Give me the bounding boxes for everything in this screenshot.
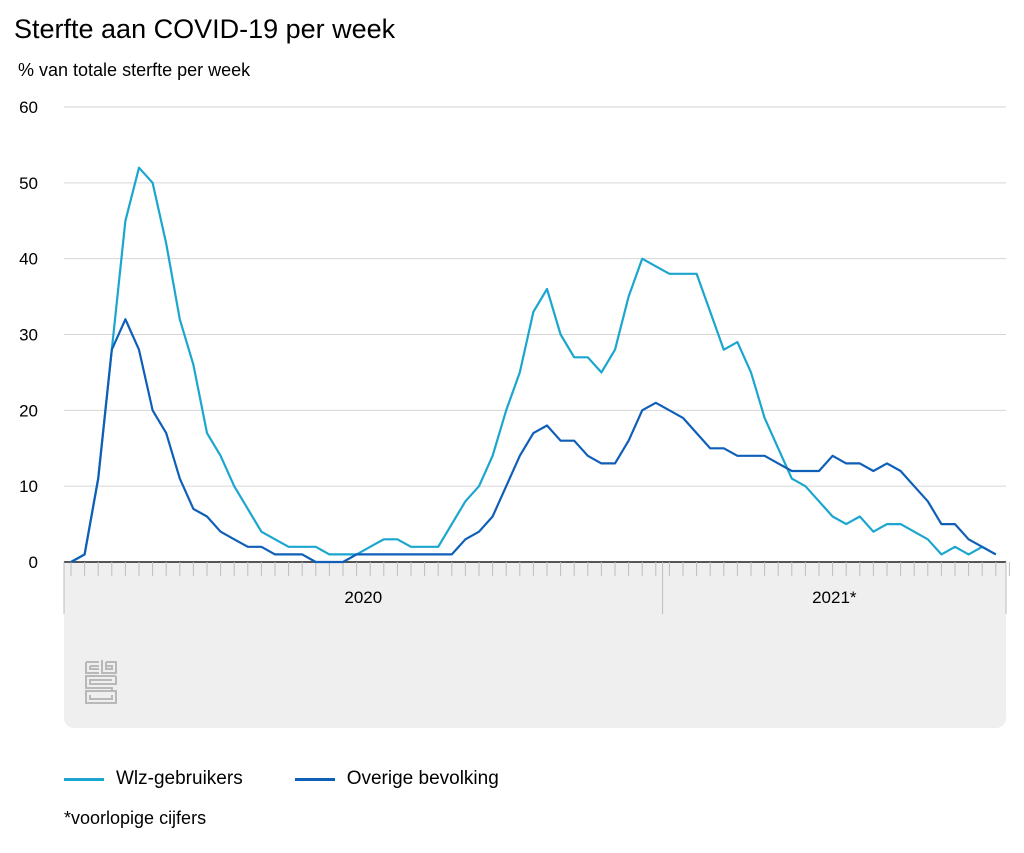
y-tick-label-20: 20 xyxy=(19,401,38,420)
legend-label-wlz: Wlz-gebruikers xyxy=(116,768,243,789)
series-line-overige-bevolking xyxy=(70,318,997,564)
data-series xyxy=(70,166,997,564)
y-tick-label-40: 40 xyxy=(19,250,38,269)
footnote: *voorlopige cijfers xyxy=(64,808,207,828)
y-tick-label-30: 30 xyxy=(19,326,38,345)
y-axis-label: % van totale sterfte per week xyxy=(18,60,251,80)
x-axis-panel-top-fill xyxy=(64,562,1006,576)
x-period-labels: 2020 2021* xyxy=(63,562,1007,614)
y-tick-labels: 0 10 20 30 40 50 60 xyxy=(19,98,38,572)
period-label-1: 2021* xyxy=(812,588,857,607)
series-line-wlz-gebruikers xyxy=(70,166,997,563)
y-tick-label-10: 10 xyxy=(19,477,38,496)
legend-item-overige: Overige bevolking xyxy=(294,768,499,790)
legend-item-wlz: Wlz-gebruikers xyxy=(64,768,243,790)
x-tick-marks xyxy=(70,562,1010,576)
chart-title: Sterfte aan COVID-19 per week xyxy=(14,14,396,44)
grid-lines xyxy=(64,106,1006,563)
legend-label-overige: Overige bevolking xyxy=(346,768,499,789)
y-tick-label-0: 0 xyxy=(29,553,38,572)
y-tick-label-60: 60 xyxy=(19,98,38,117)
cbs-logo xyxy=(85,660,117,704)
x-axis-panel xyxy=(64,562,1006,728)
line-chart: 0 10 20 30 40 50 60 2020 2021* xyxy=(19,98,1010,728)
legend-swatch-overige xyxy=(294,777,335,781)
y-tick-label-50: 50 xyxy=(19,174,38,193)
legend: Wlz-gebruikers Overige bevolking xyxy=(64,768,551,790)
period-label-0: 2020 xyxy=(344,588,382,607)
legend-swatch-wlz xyxy=(64,777,104,781)
